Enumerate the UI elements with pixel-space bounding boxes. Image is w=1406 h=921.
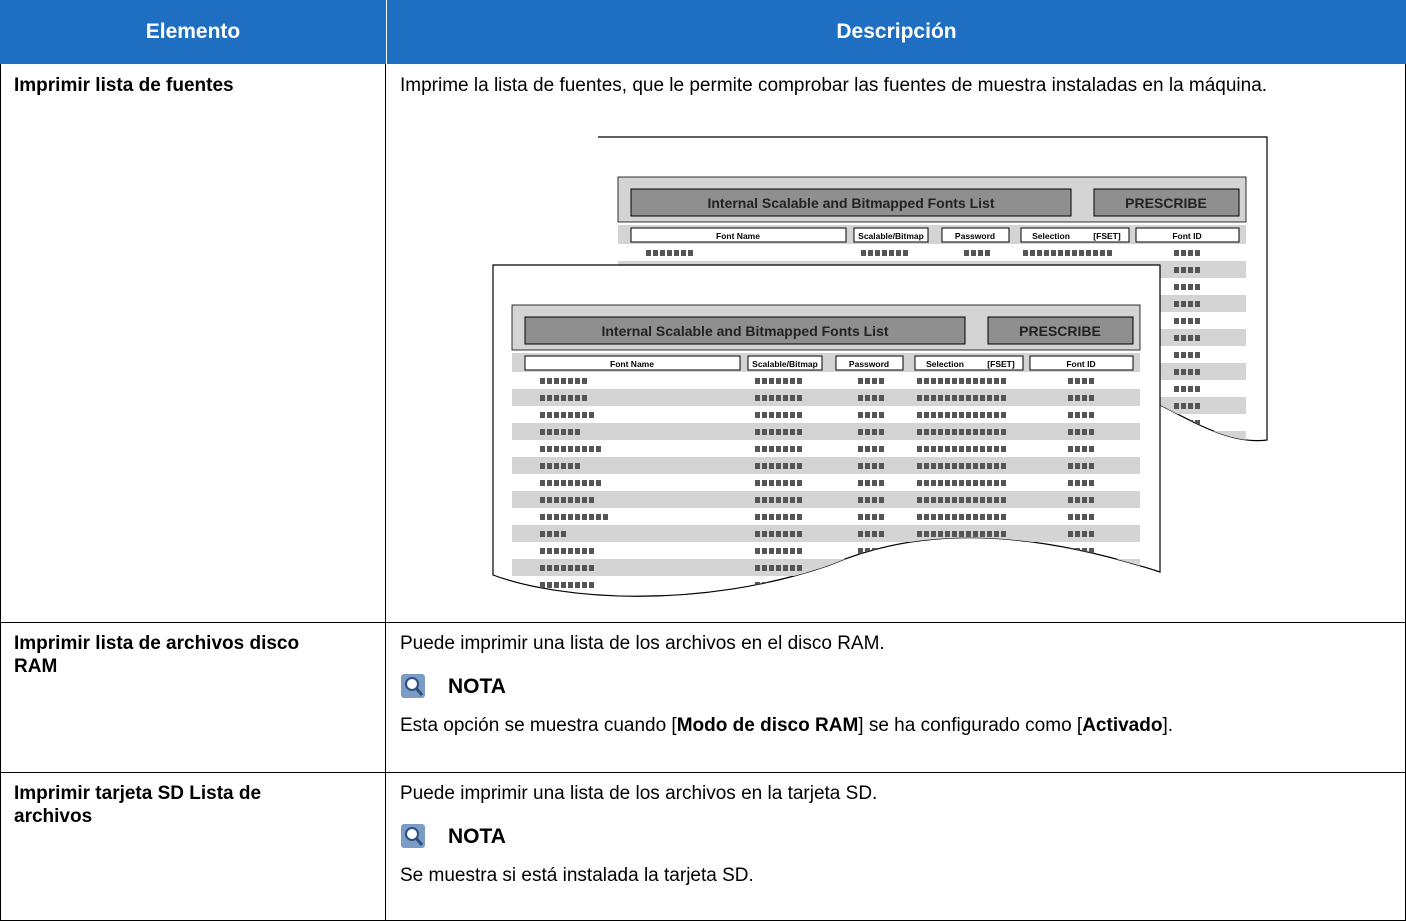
note-head: NOTA — [400, 673, 1392, 699]
header-text: Descripción — [836, 20, 957, 43]
note-run: Modo de disco RAM — [676, 715, 859, 736]
note-text: Esta opción se muestra cuando [Modo de d… — [400, 714, 1392, 737]
rule — [0, 622, 1406, 623]
item-cell: Imprimir tarjeta SD Lista de archivos — [0, 772, 386, 921]
item-text: Imprimir lista de archivos disco RAM — [14, 633, 300, 677]
note-run: ] se ha configurado como [ — [858, 715, 1083, 736]
desc-text: Puede imprimir una lista de los archivos… — [400, 633, 885, 654]
note-run: ]. — [1162, 715, 1174, 736]
note-text: Se muestra si está instalada la tarjeta … — [400, 864, 1392, 887]
note-label: NOTA — [448, 674, 506, 698]
desc-cell: Puede imprimir una lista de los archivos… — [386, 772, 1406, 921]
item-cell: Imprimir lista de archivos disco RAM — [0, 622, 386, 772]
header-text: Elemento — [145, 20, 241, 43]
note-icon — [401, 824, 425, 848]
header-cell: Elemento — [0, 0, 386, 64]
note-head: NOTA — [400, 823, 1392, 849]
desc-cell: Puede imprimir una lista de los archivos… — [386, 622, 1406, 772]
note-run: Se muestra si está instalada la tarjeta … — [400, 865, 754, 886]
desc-text: Puede imprimir una lista de los archivos… — [400, 783, 878, 804]
note-run: Activado — [1082, 715, 1163, 736]
rule — [0, 772, 1406, 773]
note-label: NOTA — [448, 824, 506, 848]
item-text: Imprimir lista de fuentes — [14, 75, 234, 96]
item-text: Imprimir tarjeta SD Lista de archivos — [14, 783, 262, 827]
header-cell: Descripción — [386, 0, 1406, 64]
desc-text: Imprime la lista de fuentes, que le perm… — [400, 75, 1268, 96]
item-cell: Imprimir lista de fuentes — [0, 64, 386, 622]
rule — [0, 64, 1, 921]
desc-cell: Imprime la lista de fuentes, que le perm… — [386, 64, 1406, 622]
note-icon — [401, 674, 425, 698]
note-run: Esta opción se muestra cuando [ — [400, 715, 677, 736]
rule — [385, 64, 386, 921]
